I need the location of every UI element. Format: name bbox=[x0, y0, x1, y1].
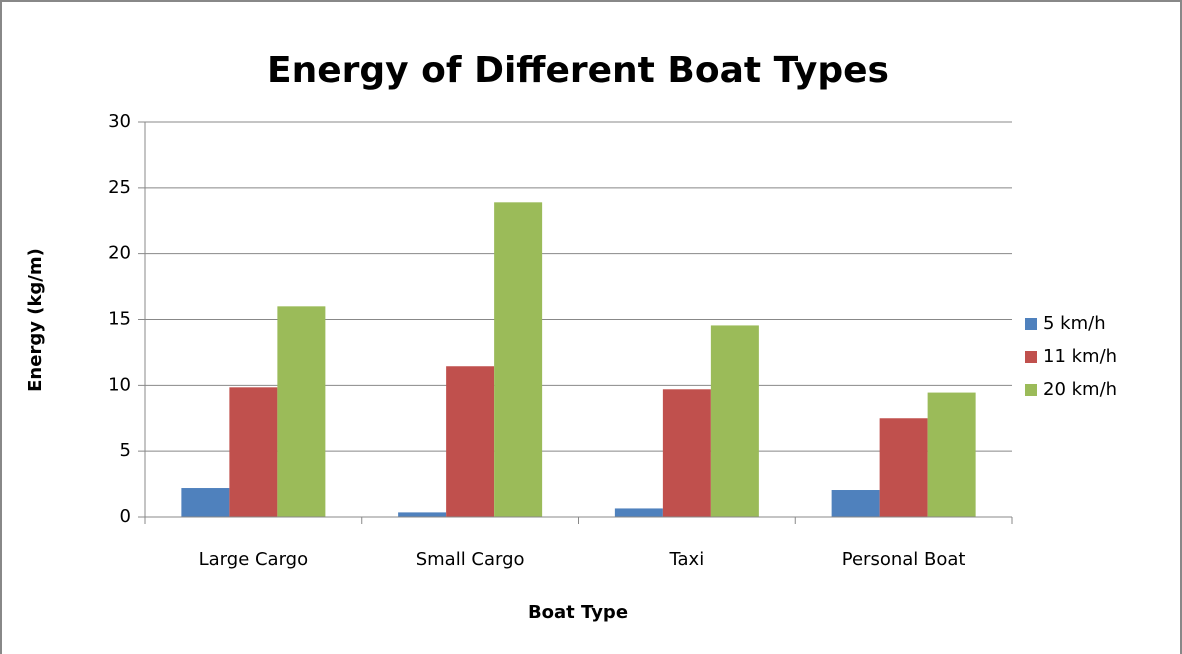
y-tick-label: 10 bbox=[108, 374, 131, 395]
x-tick-label: Personal Boat bbox=[842, 549, 966, 570]
y-tick-label: 30 bbox=[108, 111, 131, 132]
x-tick-label: Small Cargo bbox=[416, 549, 525, 570]
bar bbox=[927, 392, 976, 517]
legend-label: 20 km/h bbox=[1043, 379, 1117, 400]
legend-label: 11 km/h bbox=[1043, 346, 1117, 367]
bar bbox=[494, 202, 543, 518]
bar bbox=[710, 325, 759, 517]
bar bbox=[277, 306, 326, 517]
bar bbox=[614, 508, 663, 517]
bar bbox=[662, 389, 711, 517]
y-tick-label: 5 bbox=[120, 440, 131, 461]
bar bbox=[229, 387, 278, 517]
legend-swatch bbox=[1025, 318, 1037, 330]
legend-swatch bbox=[1025, 351, 1037, 363]
y-axis-label: Energy (kg/m) bbox=[25, 248, 46, 392]
legend-label: 5 km/h bbox=[1043, 313, 1106, 334]
x-tick-label: Large Cargo bbox=[199, 549, 309, 570]
y-tick-label: 0 bbox=[120, 506, 131, 527]
bar bbox=[181, 488, 230, 517]
y-tick-label: 15 bbox=[108, 309, 131, 330]
x-tick-label: Taxi bbox=[669, 549, 705, 570]
bar bbox=[879, 418, 928, 517]
y-tick-label: 25 bbox=[108, 177, 131, 198]
bar bbox=[831, 490, 880, 517]
bar bbox=[398, 512, 447, 517]
bar bbox=[446, 366, 495, 517]
chart-title: Energy of Different Boat Types bbox=[267, 50, 889, 91]
legend-swatch bbox=[1025, 384, 1037, 396]
y-tick-label: 20 bbox=[108, 243, 131, 264]
x-axis-label: Boat Type bbox=[528, 602, 628, 623]
